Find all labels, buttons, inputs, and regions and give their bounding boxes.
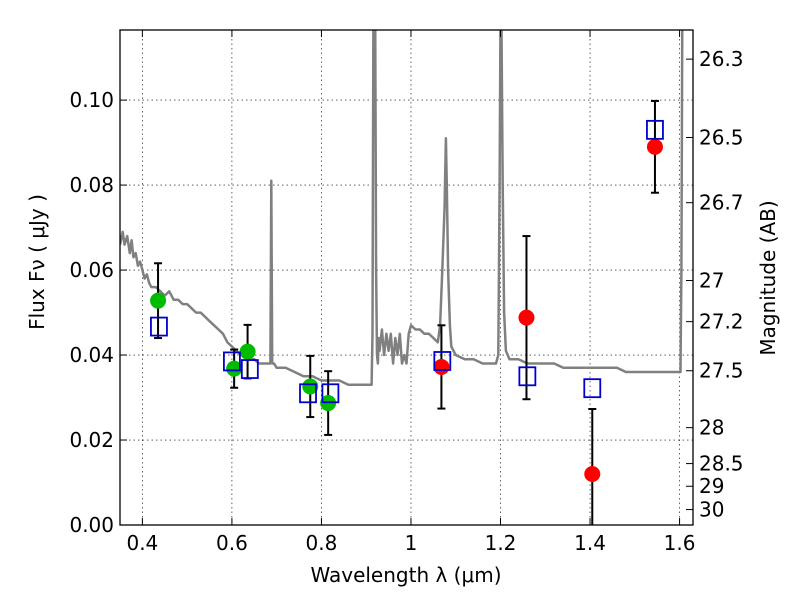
square-marker	[321, 383, 340, 404]
right-tick-label: 28	[699, 416, 724, 440]
x-tick-label: 0.6	[216, 531, 248, 555]
green-point	[302, 378, 319, 395]
y-tick-label: 0.02	[69, 428, 114, 452]
y-axis-label: Flux Fν ( μJy )	[25, 194, 49, 330]
x-tick-label: 1.2	[485, 531, 517, 555]
y-tick-label: 0.00	[69, 513, 114, 537]
axis-ticks	[120, 30, 693, 526]
data-markers	[150, 119, 664, 483]
y-tick-label: 0.04	[69, 343, 114, 367]
right-tick-label: 29	[699, 474, 724, 498]
green-point	[239, 343, 256, 360]
x-axis-label: Wavelength λ (μm)	[310, 563, 501, 587]
x-tick-label: 1.6	[664, 531, 696, 555]
square-marker	[240, 359, 259, 379]
x-tick-label: 0.8	[306, 531, 338, 555]
green-point	[150, 292, 167, 309]
y-tick-label: 0.08	[69, 173, 114, 197]
template-spectrum	[120, 30, 684, 387]
spectrum-line	[120, 30, 684, 387]
right-tick-label: 27	[699, 268, 724, 292]
square-marker	[299, 383, 317, 404]
right-tick-label: 27.2	[699, 310, 744, 334]
x-tick-label: 1.4	[574, 531, 606, 555]
right-tick-label: 26.7	[699, 191, 744, 215]
square-marker	[433, 351, 452, 371]
square-marker	[150, 316, 168, 337]
red-point	[584, 466, 601, 483]
right-axis-label: Magnitude (AB)	[756, 200, 780, 355]
x-tick-label: 1	[405, 531, 418, 555]
red-point	[433, 358, 450, 375]
grid-lines	[120, 30, 693, 526]
right-tick-label: 30	[699, 498, 724, 522]
red-point	[646, 138, 663, 155]
right-tick-label: 28.5	[699, 452, 744, 476]
right-tick-label: 27.5	[699, 359, 744, 383]
y-tick-label: 0.06	[69, 258, 114, 282]
square-marker	[518, 366, 537, 387]
red-point	[518, 309, 535, 326]
right-tick-label: 26.3	[699, 47, 744, 71]
square-marker	[646, 119, 664, 140]
y-tick-labels: 0.00 0.02 0.04 0.06 0.08 0.10	[69, 88, 114, 537]
y-tick-label: 0.10	[69, 88, 114, 112]
plot-frame	[119, 29, 694, 526]
square-marker	[223, 351, 241, 372]
square-marker	[583, 378, 602, 399]
right-tick-label: 26.5	[699, 125, 744, 149]
x-tick-label: 0.4	[126, 531, 158, 555]
x-tick-labels: 0.4 0.6 0.8 1 1.2 1.4 1.6	[126, 531, 695, 555]
error-bars	[154, 99, 659, 525]
